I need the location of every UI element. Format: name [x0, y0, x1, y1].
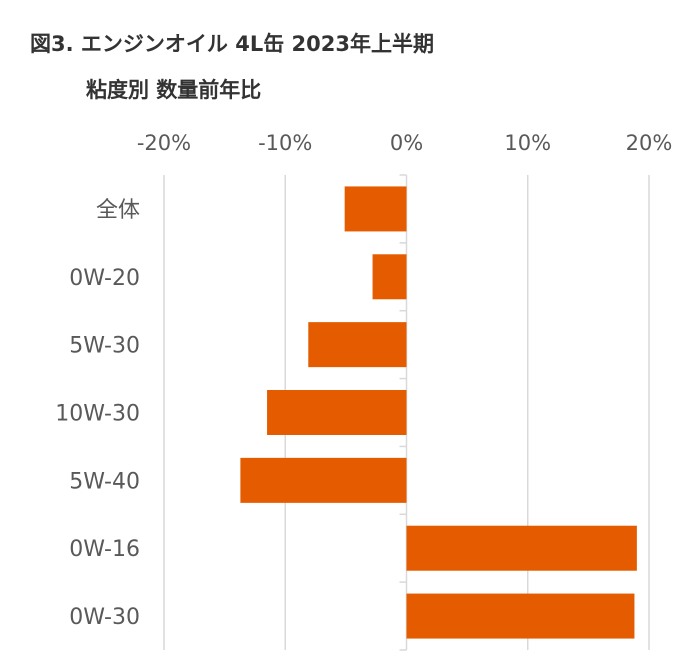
category-label: 10W-30 [55, 402, 140, 427]
x-tick-label: 0% [390, 131, 423, 155]
x-tick-label: -10% [258, 131, 312, 155]
bar-5W-30 [308, 322, 407, 368]
bar-0W-30 [406, 593, 635, 639]
bar-0W-16 [406, 525, 637, 571]
category-label: 5W-30 [69, 334, 140, 359]
x-tick-label: 20% [626, 131, 673, 155]
category-label: 0W-20 [69, 266, 140, 291]
category-label: 全体 [96, 198, 140, 223]
bar-10W-30 [267, 390, 407, 435]
category-label: 0W-30 [69, 605, 140, 630]
bar-0W-20 [372, 254, 407, 300]
chart-subtitle: 粘度別 数量前年比 [86, 78, 262, 102]
x-tick-label: -20% [137, 131, 191, 155]
bar-5W-40 [240, 457, 407, 503]
x-tick-label: 10% [504, 131, 551, 155]
chart-title: 図3. エンジンオイル 4L缶 2023年上半期 [30, 32, 434, 56]
category-label: 0W-16 [69, 537, 140, 562]
bar-全体 [344, 186, 407, 232]
category-label: 5W-40 [69, 469, 140, 494]
